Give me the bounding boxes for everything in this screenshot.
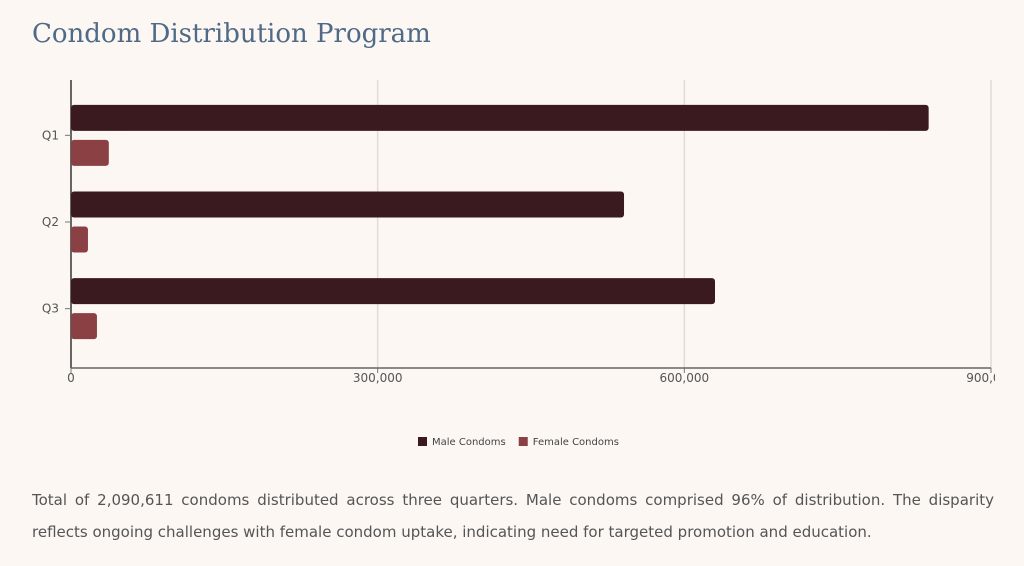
y-tick-label: Q2 [42,215,59,229]
legend-label: Female Condoms [533,437,619,448]
bar [71,104,929,131]
legend-swatch [418,437,427,446]
chart-title: Condom Distribution Program [32,19,431,49]
chart: Condom Distribution Program 0 300,000 600,… [32,19,995,448]
y-tick-label: Q1 [42,128,59,142]
x-tick-label: 600,000 [660,371,710,385]
description: Total of 2,090,611 condoms distributed a… [32,491,994,541]
bar [71,278,715,305]
legend-swatch [518,437,528,446]
y-tick-label: Q3 [42,302,59,316]
legend-label: Male Condoms [432,437,506,448]
x-tick-label: 0 [67,371,75,385]
bar [71,191,625,218]
bar [71,226,88,253]
bar [71,139,109,166]
x-tick-label: 300,000 [353,371,403,385]
bar [71,313,97,340]
x-tick-label: 900,000 [966,371,995,385]
